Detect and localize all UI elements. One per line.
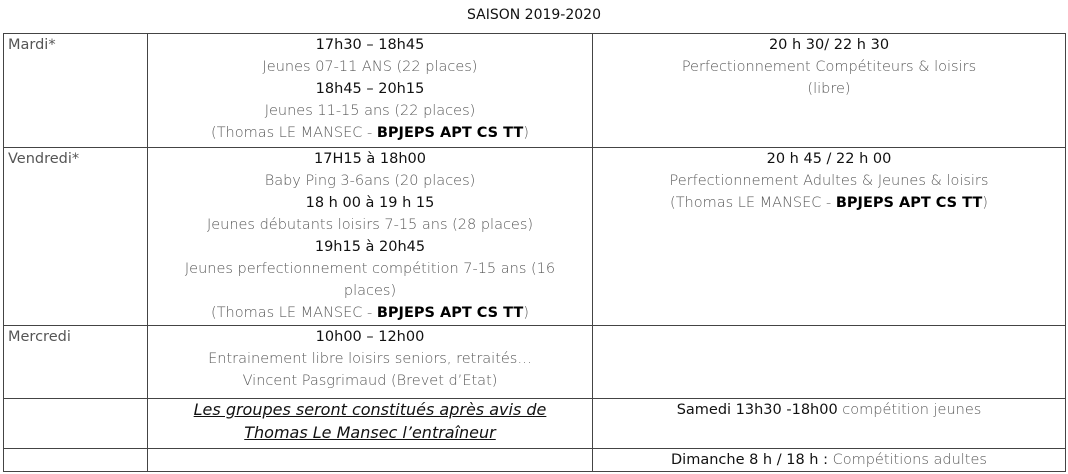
text-segment: places) xyxy=(343,283,397,299)
table-row: Vendredi* 17H15 à 18h00 Baby Ping 3-6ans (… xyxy=(3,147,1066,326)
text-segment: ) xyxy=(982,195,988,211)
text-segment: BPJEPS APT CS TT xyxy=(376,125,524,141)
cell-line: Perfectionnement Adultes & Jeunes & lois… xyxy=(597,170,1061,192)
cell-line: Jeunes perfectionnement compétition 7-15… xyxy=(152,258,588,280)
cell-line: Dimanche 8 h / 18 h : Compétitions adult… xyxy=(597,449,1061,471)
text-segment: compétition jeunes xyxy=(837,402,982,418)
cell: Dimanche 8 h / 18 h : Compétitions adult… xyxy=(592,448,1066,472)
cell-line: Vincent Pasgrimaud (Brevet d’Etat) xyxy=(152,370,588,392)
text-segment: Samedi 13h30 -18h00 xyxy=(676,402,838,418)
text-segment: 20 h 45 / 22 h 00 xyxy=(766,151,892,167)
text-segment: Thomas Le Mansec l’entraîneur xyxy=(244,423,496,442)
text-segment: (Thomas LE MANSEC - xyxy=(670,195,836,211)
text-segment: Jeunes 11-15 ans (22 places) xyxy=(264,103,476,119)
cell: Samedi 13h30 -18h00 compétition jeunes xyxy=(592,398,1066,449)
cell-line: 20 h 45 / 22 h 00 xyxy=(597,148,1061,170)
table-row: Mercredi 10h00 – 12h00 Entrainement libre … xyxy=(3,325,1066,399)
text-segment: Dimanche 8 h / 18 h : xyxy=(671,452,828,468)
cell-line: Thomas Le Mansec l’entraîneur xyxy=(152,422,588,445)
text-segment: 17H15 à 18h00 xyxy=(314,151,426,167)
cell-line: 19h15 à 20h45 xyxy=(152,236,588,258)
text-segment: 18h45 – 20h15 xyxy=(315,81,425,97)
text-segment: ) xyxy=(523,125,529,141)
cell-line: Jeunes 11-15 ans (22 places) xyxy=(152,100,588,122)
table-row: Dimanche 8 h / 18 h : Compétitions adult… xyxy=(3,448,1066,472)
text-segment: 18 h 00 à 19 h 15 xyxy=(305,195,435,211)
text-segment: Entrainement libre loisirs seniors, retr… xyxy=(208,351,532,367)
day-cell: Mardi* xyxy=(3,33,148,148)
text-segment: Vincent Pasgrimaud (Brevet d’Etat) xyxy=(242,373,498,389)
cell-line: 20 h 30/ 22 h 30 xyxy=(597,34,1061,56)
cell-line: places) xyxy=(152,280,588,302)
text-segment: 20 h 30/ 22 h 30 xyxy=(768,37,890,53)
text-segment: 10h00 – 12h00 xyxy=(315,329,425,345)
text-segment: 17h30 – 18h45 xyxy=(315,37,425,53)
text-segment: ) xyxy=(523,305,529,321)
text-segment: Jeunes perfectionnement compétition 7-15… xyxy=(184,261,556,277)
cell: Les groupes seront constitués après avis… xyxy=(147,398,593,449)
text-segment: Les groupes seront constitués après avis… xyxy=(193,400,547,419)
text-segment: Baby Ping 3-6ans (20 places) xyxy=(264,173,476,189)
cell: 10h00 – 12h00 Entrainement libre loisirs … xyxy=(147,325,593,399)
cell-line: 10h00 – 12h00 xyxy=(152,326,588,348)
day-cell xyxy=(3,448,148,472)
day-cell: Vendredi* xyxy=(3,147,148,326)
cell-line: (Thomas LE MANSEC - BPJEPS APT CS TT) xyxy=(152,302,588,324)
cell-line: Samedi 13h30 -18h00 compétition jeunes xyxy=(597,399,1061,421)
schedule-table: Mardi* 17h30 – 18h45 Jeunes 07-11 ANS (22 … xyxy=(3,33,1066,472)
cell-line: 18h45 – 20h15 xyxy=(152,78,588,100)
cell: 20 h 30/ 22 h 30 Perfectionnement Compéti… xyxy=(592,33,1066,148)
text-segment: Jeunes débutants loisirs 7-15 ans (28 pl… xyxy=(206,217,534,233)
cell: 17h30 – 18h45 Jeunes 07-11 ANS (22 places… xyxy=(147,33,593,148)
cell-line: Jeunes débutants loisirs 7-15 ans (28 pl… xyxy=(152,214,588,236)
text-segment: Jeunes 07-11 ANS (22 places) xyxy=(262,59,478,75)
cell-line: (libre) xyxy=(597,78,1061,100)
table-row: Les groupes seront constitués après avis… xyxy=(3,398,1066,449)
text-segment: (Thomas LE MANSEC - xyxy=(211,125,377,141)
cell-line: 17h30 – 18h45 xyxy=(152,34,588,56)
text-segment: (Thomas LE MANSEC - xyxy=(211,305,377,321)
cell-line: (Thomas LE MANSEC - BPJEPS APT CS TT) xyxy=(597,192,1061,214)
cell-line: Les groupes seront constitués après avis… xyxy=(152,399,588,422)
cell-line: 17H15 à 18h00 xyxy=(152,148,588,170)
cell: 20 h 45 / 22 h 00 Perfectionnement Adulte… xyxy=(592,147,1066,326)
text-segment: BPJEPS APT CS TT xyxy=(835,195,983,211)
cell xyxy=(147,448,593,472)
text-segment: Perfectionnement Adultes & Jeunes & lois… xyxy=(669,173,989,189)
day-cell xyxy=(3,398,148,449)
text-segment: 19h15 à 20h45 xyxy=(314,239,426,255)
table-row: Mardi* 17h30 – 18h45 Jeunes 07-11 ANS (22 … xyxy=(3,33,1066,148)
cell-line: Perfectionnement Compétiteurs & loisirs xyxy=(597,56,1061,78)
cell-line: (Thomas LE MANSEC - BPJEPS APT CS TT) xyxy=(152,122,588,144)
text-segment: (libre) xyxy=(807,81,851,97)
title: SAISON 2019-2020 xyxy=(467,7,601,23)
cell-line: Jeunes 07-11 ANS (22 places) xyxy=(152,56,588,78)
text-segment: BPJEPS APT CS TT xyxy=(376,305,524,321)
cell-line: Entrainement libre loisirs seniors, retr… xyxy=(152,348,588,370)
day-cell: Mercredi xyxy=(3,325,148,399)
text-segment: Perfectionnement Compétiteurs & loisirs xyxy=(681,59,977,75)
cell xyxy=(592,325,1066,399)
cell-line: Baby Ping 3-6ans (20 places) xyxy=(152,170,588,192)
cell: 17H15 à 18h00 Baby Ping 3-6ans (20 places… xyxy=(147,147,593,326)
text-segment: Compétitions adultes xyxy=(827,452,987,468)
cell-line: 18 h 00 à 19 h 15 xyxy=(152,192,588,214)
